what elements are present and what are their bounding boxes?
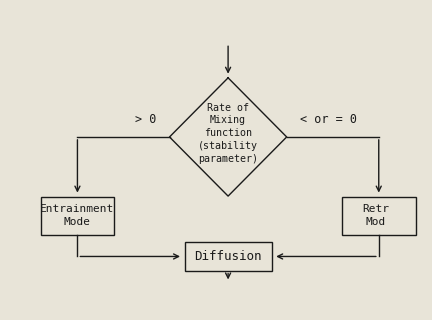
Text: Diffusion: Diffusion (194, 250, 262, 263)
Text: > 0: > 0 (135, 113, 156, 126)
Bar (342, 197, 416, 235)
Bar (41, 197, 114, 235)
Text: Entrainment
Mode: Entrainment Mode (40, 204, 114, 227)
Text: Retr
Mod: Retr Mod (362, 204, 389, 227)
Bar (184, 242, 272, 271)
Text: < or = 0: < or = 0 (300, 113, 357, 126)
Text: Rate of
Mixing
function
(stability
parameter): Rate of Mixing function (stability param… (198, 103, 258, 164)
